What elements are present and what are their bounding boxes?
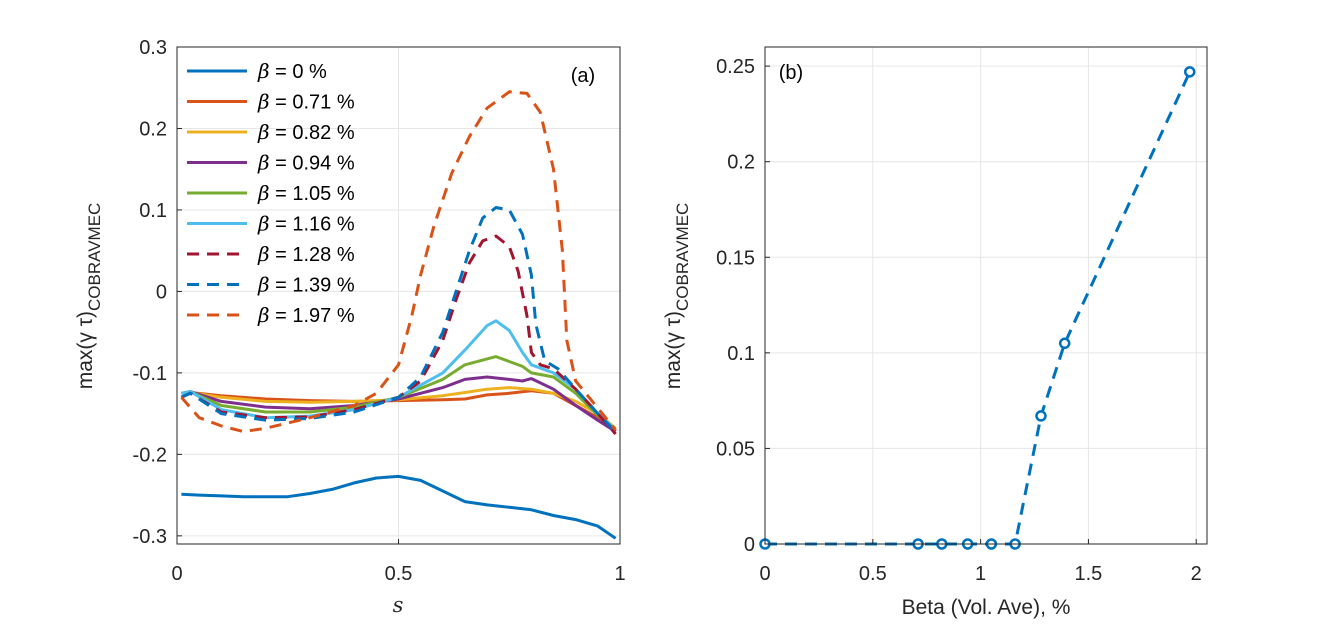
legend-entry-label: β = 1.05 %: [257, 181, 355, 205]
panel-a-series-line: [180, 206, 617, 433]
legend-entry-symbol: β: [257, 181, 270, 205]
panel-a-y-tick-label: 0.1: [139, 200, 167, 222]
legend-entry-value: = 1.05 %: [270, 183, 355, 205]
panel-b-y-tick-label: 0.15: [716, 247, 755, 269]
panel-a-series-line: [180, 90, 617, 434]
panel-a-series-line: [181, 474, 617, 540]
panel-a-label: (a): [571, 65, 595, 87]
legend-entry-symbol: β: [257, 303, 270, 327]
legend-entry-symbol: β: [257, 273, 270, 297]
panel-b-x-tick-label: 2: [1191, 563, 1202, 585]
legend-entry-value: = 1.28 %: [270, 244, 355, 266]
legend-entry-label: β = 0 %: [257, 59, 327, 83]
legend-entry-value: = 0 %: [270, 61, 327, 83]
panel-a-series-line: [181, 375, 617, 433]
panel-a-y-tick-label: 0.2: [139, 118, 167, 140]
panel-b-plot-area: [765, 47, 1207, 544]
legend-entry-value: = 0.71 %: [270, 92, 355, 114]
panel-b-y-tick-label: 0.1: [727, 343, 755, 365]
panel-b-y-tick-label: 0.25: [716, 56, 755, 78]
legend-entry-symbol: β: [257, 242, 270, 266]
panel-b-x-tick-label: 1: [975, 563, 986, 585]
panel-a: 0 0.5 1-0.3-0.2-0.100.10.20.3 β = 0 %β = 0…: [74, 37, 626, 617]
legend-entry-symbol: β: [257, 151, 270, 175]
legend-entry-label: β = 1.28 %: [257, 242, 355, 266]
legend-entry-label: β = 1.16 %: [257, 212, 355, 236]
panel-a-x-tick-label: 0.5: [385, 563, 413, 585]
panel-a-y-axis-label-main: max(γ τ): [74, 311, 97, 389]
panel-a-legend: β = 0 %β = 0.71 %β = 0.82 %β = 0.94 %β =…: [187, 59, 355, 327]
panel-b-data-point: [1058, 337, 1071, 350]
panel-a-y-tick-label: 0.3: [139, 37, 167, 59]
legend-entry-symbol: β: [257, 120, 270, 144]
panel-b-data-point: [1035, 410, 1047, 422]
legend-entry-symbol: β: [257, 59, 270, 83]
legend-entry-value: = 0.94 %: [270, 153, 355, 175]
legend-entry-label: β = 1.39 %: [257, 273, 355, 297]
panel-b-data-point: [1184, 66, 1196, 78]
panel-b-label: (b): [779, 62, 803, 84]
legend-entry-value: = 0.82 %: [270, 122, 355, 144]
panel-a-x-tick-label: 1: [614, 563, 625, 585]
panel-b-x-tick-label: 0.5: [859, 563, 887, 585]
panel-a-x-tick-label: 0: [171, 563, 182, 585]
panel-b-ticks: 0 0.5 1 1.5 2 0 0.05 0.1 0.15 0.2 0.25: [716, 56, 1202, 585]
legend-entry-label: β = 0.71 %: [257, 90, 355, 114]
legend-entry-symbol: β: [257, 212, 270, 236]
panel-b-y-tick-label: 0.05: [716, 438, 755, 460]
panel-b: 0 0.5 1 1.5 2 0 0.05 0.1 0.15 0.2 0.25 (b) Beta (V…: [662, 46, 1208, 619]
panel-a-y-tick-label: -0.2: [133, 444, 167, 466]
legend-entry-value: = 1.16 %: [270, 214, 355, 236]
panel-a-ticks: 0 0.5 1 -0.3 -0.2 -0.1 0 0.1 0.2 0.3: [133, 37, 626, 585]
panel-b-y-tick-label: 0: [744, 534, 755, 556]
panel-b-x-tick-label: 1.5: [1075, 563, 1103, 585]
panel-b-y-tick-label: 0.2: [727, 152, 755, 174]
legend-entry-label: β = 0.94 %: [257, 151, 355, 175]
panel-a-series-line: [180, 234, 617, 435]
legend-entry-label: β = 0.82 %: [257, 120, 355, 144]
panel-a-series-line: [181, 389, 617, 433]
panel-b-y-axis-label-main: max(γ τ): [662, 311, 685, 389]
panel-a-y-axis-label-sub: COBRAVMEC: [85, 203, 104, 311]
panel-b-y-axis-label-sub: COBRAVMEC: [673, 203, 692, 311]
panel-a-x-axis-label: s: [393, 593, 404, 617]
panel-a-y-tick-label: -0.3: [133, 526, 167, 548]
panel-b-axes-box: [764, 46, 1208, 545]
panel-b-y-axis-label: max(γ τ)COBRAVMEC: [662, 203, 692, 390]
panel-a-y-tick-label: 0: [156, 281, 167, 303]
legend-entry-value: = 1.39 %: [270, 275, 355, 297]
panel-a-lines: [180, 90, 617, 540]
panel-a-y-tick-label: -0.1: [133, 363, 167, 385]
panel-a-y-axis-label: max(γ τ)COBRAVMEC: [74, 203, 104, 390]
panel-b-x-tick-label: 0: [759, 563, 770, 585]
panel-b-x-axis-label: Beta (Vol. Ave), %: [902, 596, 1071, 619]
legend-entry-symbol: β: [257, 90, 270, 114]
panel-a-series-line: [181, 355, 617, 432]
legend-entry-label: β = 1.97 %: [257, 303, 355, 327]
legend-entry-value: = 1.97 %: [270, 305, 355, 327]
